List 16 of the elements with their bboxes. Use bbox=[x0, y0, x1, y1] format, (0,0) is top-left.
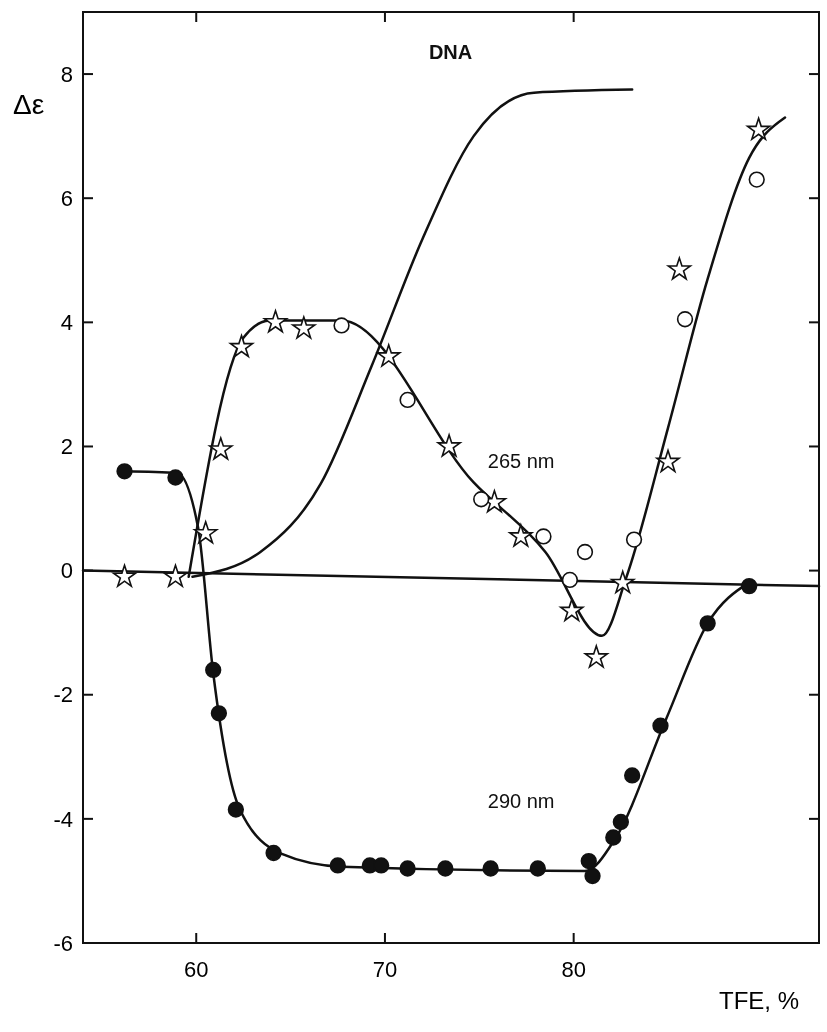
y-tick-label: 4 bbox=[60, 310, 73, 336]
x-axis-title: TFE, % bbox=[718, 987, 799, 1014]
y-axis-title: Δε bbox=[13, 89, 45, 121]
annotation: 290 nm bbox=[487, 790, 555, 813]
annotation: DNA bbox=[428, 40, 473, 63]
y-tick-label: -4 bbox=[53, 806, 73, 832]
x-tick-label: 60 bbox=[183, 957, 209, 982]
y-tick-label: 8 bbox=[60, 61, 73, 87]
y-tick-label: -6 bbox=[53, 930, 73, 956]
x-tick-label: 70 bbox=[372, 957, 398, 982]
x-tick-label: 80 bbox=[561, 957, 586, 982]
annotation: 265 nm bbox=[487, 450, 555, 473]
y-tick-label: 0 bbox=[60, 558, 73, 584]
y-tick-label: 2 bbox=[60, 434, 73, 460]
y-tick-label: -2 bbox=[53, 682, 73, 708]
y-tick-label: 6 bbox=[60, 185, 73, 211]
